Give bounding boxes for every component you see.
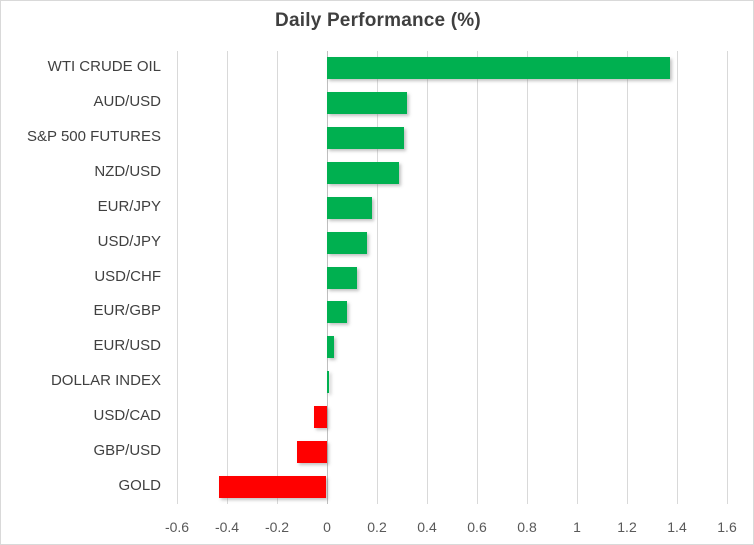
gridline [727,51,728,504]
bar-usd-cad [314,406,327,428]
category-label-gold: GOLD [118,477,161,494]
bar-eur-usd [327,336,334,358]
bar-nzd-usd [327,162,399,184]
category-label-usd-jpy: USD/JPY [97,233,161,250]
bar-usd-jpy [327,232,367,254]
x-tick-label-neg0p4: -0.4 [214,519,240,535]
gridline [177,51,178,504]
category-label-aud-usd: AUD/USD [93,93,161,110]
category-label-eur-usd: EUR/USD [93,337,161,354]
gridline [427,51,428,504]
category-label-s-p-500-futures: S&P 500 FUTURES [27,128,161,145]
x-tick-label-1: 1 [573,519,581,535]
x-tick-label-neg0p2: -0.2 [264,519,290,535]
gridline [377,51,378,504]
bar-s-p-500-futures [327,127,404,149]
x-tick-label-0: 0 [323,519,331,535]
x-tick-label-0p6: 0.6 [467,519,487,535]
gridline [677,51,678,504]
x-tick-label-1p4: 1.4 [667,519,687,535]
gridline [277,51,278,504]
x-tick-label-0p8: 0.8 [517,519,537,535]
x-tick-label-neg0p6: -0.6 [164,519,190,535]
x-tick-label-1p6: 1.6 [717,519,737,535]
bar-usd-chf [327,267,357,289]
gridline [227,51,228,504]
bar-wti-crude-oil [327,57,670,79]
x-tick-label-0p2: 0.2 [367,519,387,535]
category-label-usd-chf: USD/CHF [94,268,161,285]
category-label-gbp-usd: GBP/USD [93,442,161,459]
category-label-eur-jpy: EUR/JPY [97,198,161,215]
category-label-eur-gbp: EUR/GBP [93,302,161,319]
bar-dollar-index [327,371,329,393]
x-tick-label-1p2: 1.2 [617,519,637,535]
category-label-dollar-index: DOLLAR INDEX [50,372,161,389]
category-label-wti-crude-oil: WTI CRUDE OIL [47,58,161,75]
bar-gbp-usd [297,441,327,463]
plot-area [177,51,728,504]
gridline [627,51,628,504]
gridline [577,51,578,504]
bar-gold [219,476,326,498]
gridline [477,51,478,504]
bar-eur-gbp [327,301,347,323]
bar-eur-jpy [327,197,372,219]
chart-title: Daily Performance (%) [275,10,481,31]
category-label-usd-cad: USD/CAD [93,407,161,424]
gridline [527,51,528,504]
bar-aud-usd [327,92,407,114]
category-label-nzd-usd: NZD/USD [94,163,161,180]
x-tick-label-0p4: 0.4 [417,519,437,535]
